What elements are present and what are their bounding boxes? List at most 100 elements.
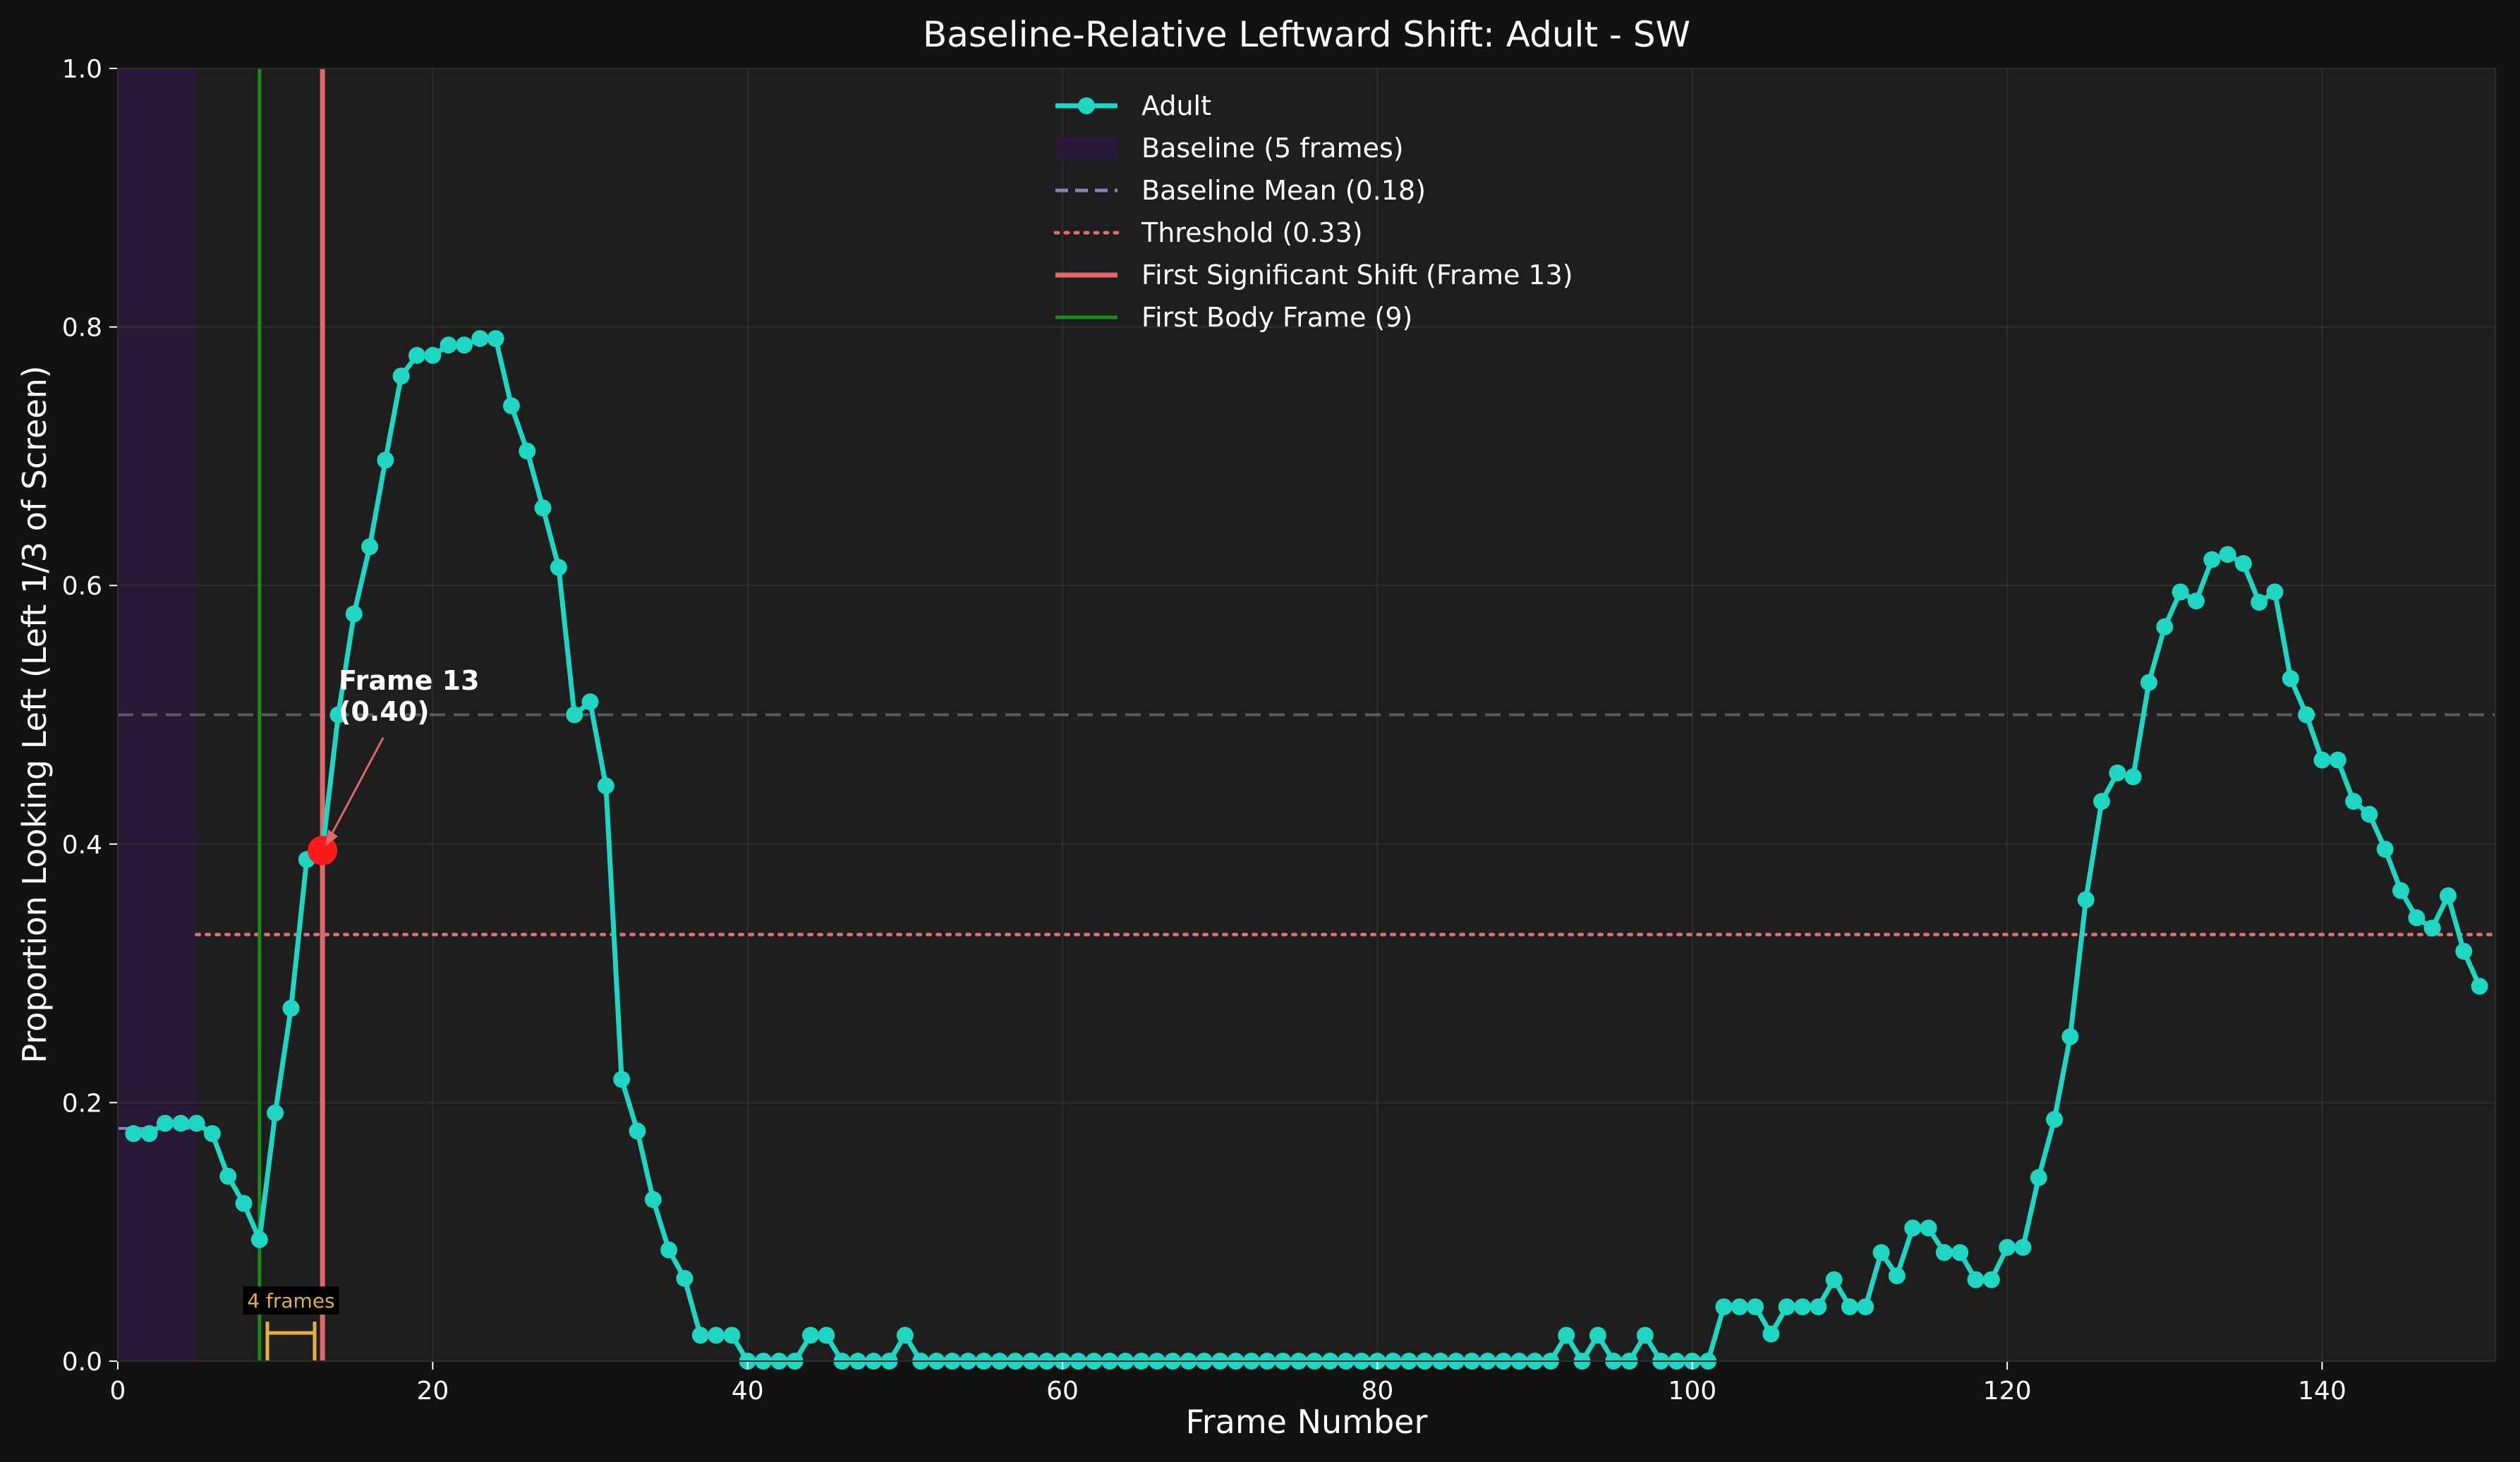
data-point — [1841, 1298, 1858, 1316]
data-point — [2046, 1111, 2064, 1128]
data-point — [2423, 919, 2441, 937]
data-point — [267, 1104, 284, 1122]
data-point — [1872, 1244, 1890, 1262]
data-point — [660, 1241, 678, 1259]
data-point — [2061, 1028, 2079, 1045]
y-tick-label: 0.6 — [62, 572, 102, 601]
legend-label: Baseline (5 frames) — [1141, 133, 1404, 164]
x-tick-label: 0 — [110, 1377, 126, 1406]
data-point — [2219, 546, 2236, 564]
data-point — [2203, 551, 2221, 568]
bracket-label-bg — [243, 1286, 339, 1315]
data-point — [2361, 805, 2378, 823]
data-point — [203, 1125, 221, 1143]
data-point — [1967, 1271, 1985, 1289]
data-point — [896, 1327, 914, 1344]
data-point — [140, 1125, 158, 1143]
data-point — [2392, 882, 2410, 899]
data-point — [2376, 841, 2394, 858]
data-point — [1715, 1298, 1733, 1316]
data-point — [613, 1071, 631, 1088]
x-axis-label: Frame Number — [1186, 1403, 1428, 1441]
x-tick-label: 120 — [1983, 1377, 2032, 1406]
data-point — [2329, 751, 2346, 769]
data-point — [329, 706, 347, 724]
data-point — [801, 1327, 819, 1344]
data-point — [629, 1122, 646, 1140]
annotation-arrow — [325, 737, 384, 844]
data-point — [345, 605, 363, 623]
data-point — [1762, 1325, 1780, 1343]
legend-item: Adult — [1055, 90, 1211, 121]
data-point — [2077, 891, 2095, 908]
data-point — [2109, 764, 2126, 781]
data-point — [502, 397, 520, 415]
data-point — [487, 330, 504, 348]
x-tick-label: 100 — [1668, 1377, 1716, 1406]
plot-frame — [117, 68, 2496, 1362]
data-point — [1888, 1267, 1906, 1285]
data-point — [2440, 887, 2457, 905]
data-point — [644, 1190, 662, 1208]
data-point — [282, 999, 300, 1017]
annotation-line2: (0.40) — [339, 696, 430, 727]
data-point — [2030, 1169, 2047, 1186]
data-point — [723, 1327, 741, 1344]
bracket-label: 4 frames — [247, 1289, 334, 1312]
x-tick-label: 40 — [732, 1377, 764, 1406]
legend-item: Threshold (0.33) — [1053, 217, 1363, 248]
annotation-line1: Frame 13 — [339, 665, 479, 696]
data-point — [2282, 670, 2299, 688]
y-tick-label: 0.2 — [62, 1089, 102, 1118]
x-tick-label: 140 — [2298, 1377, 2346, 1406]
data-point — [597, 777, 614, 795]
y-tick-label: 0.4 — [62, 831, 102, 860]
data-point — [1982, 1271, 2000, 1289]
data-point — [1999, 1238, 2016, 1256]
annotation-arrowhead — [325, 829, 339, 846]
x-tick-label: 20 — [416, 1377, 449, 1406]
data-point — [2455, 942, 2473, 960]
data-point — [1951, 1244, 1969, 1262]
data-point — [2234, 555, 2252, 573]
legend-item: Baseline (5 frames) — [1055, 133, 1404, 164]
data-point — [550, 559, 567, 576]
data-point — [1794, 1298, 1812, 1316]
data-point — [2171, 583, 2189, 601]
data-point — [2156, 618, 2174, 635]
legend-item: Baseline Mean (0.18) — [1055, 175, 1426, 206]
legend-label: Baseline Mean (0.18) — [1141, 175, 1426, 206]
legend-item: First Significant Shift (Frame 13) — [1055, 260, 1573, 291]
legend-swatch-patch — [1055, 137, 1117, 159]
data-point — [1778, 1298, 1795, 1316]
data-point — [1731, 1298, 1748, 1316]
data-point — [2345, 793, 2363, 810]
data-point — [440, 336, 457, 354]
y-tick-label: 0.8 — [62, 314, 102, 343]
y-tick-label: 0.0 — [62, 1348, 102, 1377]
y-axis-label: Proportion Looking Left (Left 1/3 of Scr… — [16, 365, 54, 1063]
data-point — [408, 346, 426, 364]
data-point — [708, 1327, 725, 1344]
y-tick-label: 1.0 — [62, 55, 102, 84]
data-point — [818, 1327, 835, 1344]
data-point — [1747, 1298, 1764, 1316]
data-point — [1558, 1327, 1575, 1344]
data-point — [581, 693, 599, 711]
data-point — [2408, 909, 2425, 927]
data-point — [471, 330, 489, 348]
data-point — [1857, 1298, 1874, 1316]
data-point — [250, 1231, 268, 1248]
data-point — [2266, 583, 2284, 601]
chart-title: Baseline-Relative Leftward Shift: Adult … — [923, 14, 1690, 55]
data-point — [219, 1167, 237, 1185]
data-point — [156, 1114, 174, 1132]
data-point — [1935, 1244, 1953, 1262]
data-point — [1636, 1327, 1654, 1344]
data-point — [1589, 1327, 1606, 1344]
data-point — [235, 1195, 253, 1212]
data-point — [2014, 1238, 2032, 1256]
data-point — [172, 1114, 190, 1132]
legend: Adult Baseline (5 frames) Baseline Mean (0… — [1053, 90, 1573, 333]
data-point — [361, 538, 379, 556]
